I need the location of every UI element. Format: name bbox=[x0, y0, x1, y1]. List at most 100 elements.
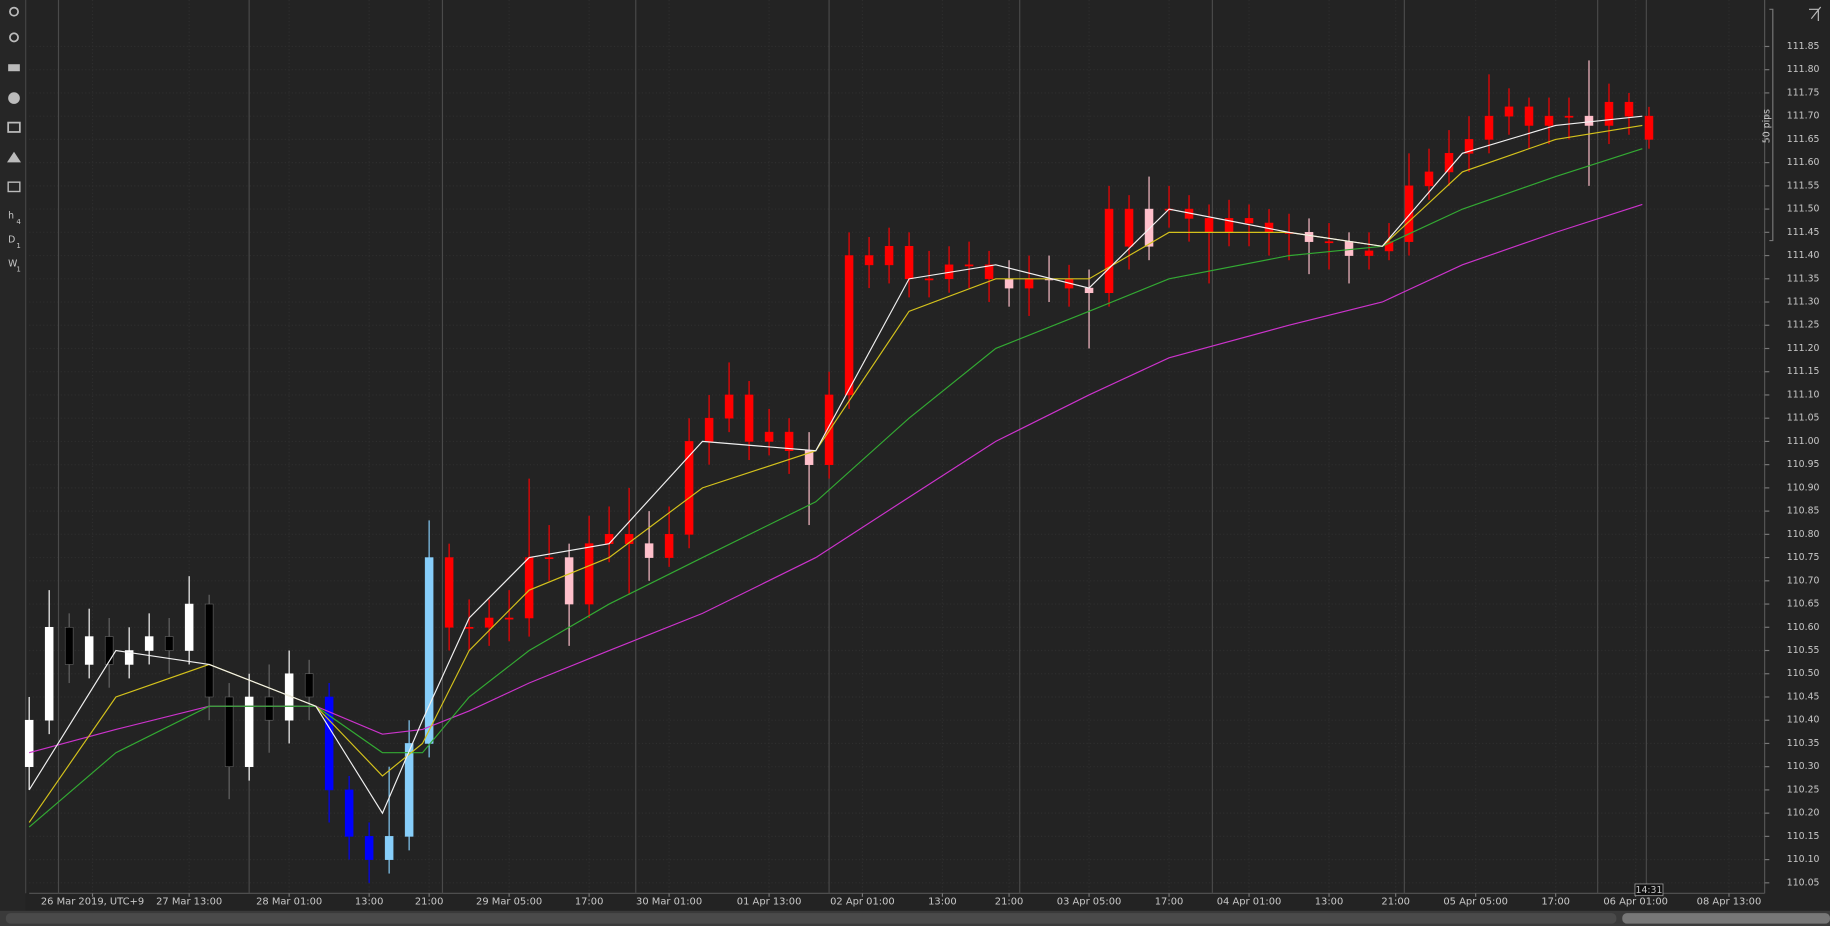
y-tick-label: 110.20 bbox=[1787, 808, 1820, 819]
timeframe-sub[interactable]: 1 bbox=[16, 242, 20, 250]
candle-body bbox=[404, 743, 414, 837]
candle-body bbox=[184, 603, 194, 651]
toolbar bbox=[0, 0, 26, 911]
y-tick-label: 111.15 bbox=[1787, 366, 1820, 377]
x-tick-label: 21:00 bbox=[995, 896, 1024, 907]
candle-body bbox=[1384, 241, 1394, 252]
y-tick-label: 110.40 bbox=[1787, 715, 1820, 726]
y-tick-label: 110.25 bbox=[1787, 784, 1820, 795]
y-tick-label: 110.55 bbox=[1787, 645, 1820, 656]
timeframe-sub[interactable]: 4 bbox=[16, 218, 21, 226]
candle-body bbox=[124, 650, 134, 665]
candle-body bbox=[544, 557, 554, 560]
candle-body bbox=[604, 534, 614, 544]
x-tick-label: 04 Apr 01:00 bbox=[1217, 896, 1282, 907]
candle-body bbox=[1564, 115, 1574, 118]
candle-body bbox=[1464, 139, 1474, 154]
candle-body bbox=[1544, 115, 1554, 126]
y-tick-label: 110.80 bbox=[1787, 529, 1820, 540]
settings-icon[interactable] bbox=[7, 181, 21, 193]
x-tick-label: 17:00 bbox=[575, 896, 604, 907]
candle-body bbox=[24, 719, 34, 767]
timeframe-letter[interactable]: D bbox=[8, 234, 15, 245]
candle-body bbox=[904, 245, 914, 280]
candle-body bbox=[524, 557, 534, 619]
y-tick-label: 110.35 bbox=[1787, 738, 1820, 749]
candle-body bbox=[964, 264, 974, 267]
y-tick-label: 111.10 bbox=[1787, 389, 1820, 400]
candle-body bbox=[1344, 241, 1354, 256]
toolbar-icons bbox=[7, 6, 22, 193]
scrollbar-thumb[interactable] bbox=[1622, 913, 1830, 924]
x-tick-label: 28 Mar 01:00 bbox=[256, 896, 322, 907]
timeframe-sub[interactable]: 1 bbox=[16, 266, 20, 274]
plot-area bbox=[24, 0, 1765, 894]
y-tick-label: 111.45 bbox=[1787, 227, 1820, 238]
y-tick-label: 110.70 bbox=[1787, 575, 1820, 586]
x-tick-label: 13:00 bbox=[1315, 896, 1344, 907]
candle-body bbox=[1444, 153, 1454, 173]
candle-body bbox=[484, 617, 494, 628]
zoom-in-icon[interactable] bbox=[9, 6, 19, 17]
candle-body bbox=[664, 534, 674, 558]
y-tick-label: 111.40 bbox=[1787, 250, 1820, 261]
moving-average bbox=[28, 115, 1643, 815]
candle-body bbox=[444, 557, 454, 628]
candle-body bbox=[1584, 115, 1594, 126]
candle-body bbox=[984, 264, 994, 280]
x-tick-label: 29 Mar 05:00 bbox=[476, 896, 542, 907]
candle-body bbox=[464, 626, 474, 629]
indicator-icon[interactable] bbox=[8, 92, 20, 104]
moving-average bbox=[29, 203, 1643, 754]
candle-body bbox=[1124, 208, 1134, 247]
zoom-out-icon[interactable] bbox=[9, 32, 19, 43]
timeframe-letter[interactable]: h bbox=[8, 211, 14, 222]
y-tick-label: 111.50 bbox=[1787, 204, 1820, 215]
candle-body bbox=[384, 836, 394, 860]
candle-body bbox=[784, 431, 794, 452]
timeframe-letter[interactable]: W bbox=[8, 258, 17, 269]
candle-body bbox=[1504, 106, 1514, 117]
chart-type-icon[interactable] bbox=[8, 64, 20, 72]
candle-body bbox=[304, 673, 314, 698]
x-tick-label: 05 Apr 05:00 bbox=[1443, 896, 1508, 907]
y-tick-label: 111.30 bbox=[1787, 297, 1820, 308]
candle-body bbox=[164, 636, 174, 651]
drawing-icon[interactable] bbox=[7, 151, 22, 163]
candle-body bbox=[1364, 250, 1374, 256]
candle-body bbox=[704, 417, 714, 442]
y-tick-label: 111.85 bbox=[1787, 41, 1820, 52]
scale-label: 50 pips bbox=[1761, 109, 1772, 143]
candle-body bbox=[564, 557, 574, 605]
x-tick-label: 26 Mar 2019, UTC+9 bbox=[41, 896, 144, 907]
candle-body bbox=[144, 636, 154, 651]
y-tick-label: 110.65 bbox=[1787, 599, 1820, 610]
candle-body bbox=[1144, 208, 1154, 247]
candle-body bbox=[1244, 218, 1254, 224]
candle-body bbox=[44, 626, 54, 721]
candle-body bbox=[1484, 115, 1494, 140]
y-tick-label: 110.30 bbox=[1787, 761, 1820, 772]
candle-body bbox=[824, 394, 834, 465]
x-tick-label: 17:00 bbox=[1541, 896, 1570, 907]
candle-body bbox=[1604, 101, 1614, 126]
y-tick-label: 110.90 bbox=[1787, 482, 1820, 493]
candle-body bbox=[1324, 241, 1334, 244]
candle-body bbox=[1004, 278, 1014, 289]
candle-body bbox=[1104, 208, 1114, 294]
popout-icon[interactable] bbox=[1808, 6, 1822, 22]
candle-body bbox=[224, 696, 234, 767]
template-icon[interactable] bbox=[7, 121, 21, 133]
y-tick-label: 110.50 bbox=[1787, 668, 1820, 679]
y-tick-label: 110.60 bbox=[1787, 622, 1820, 633]
y-tick-label: 110.45 bbox=[1787, 691, 1820, 702]
y-tick-label: 111.20 bbox=[1787, 343, 1820, 354]
y-tick-label: 110.95 bbox=[1787, 459, 1820, 470]
scrollbar-track bbox=[5, 913, 1617, 924]
candle-body bbox=[1404, 185, 1414, 242]
candle-body bbox=[104, 636, 114, 665]
candle-body bbox=[724, 394, 734, 419]
